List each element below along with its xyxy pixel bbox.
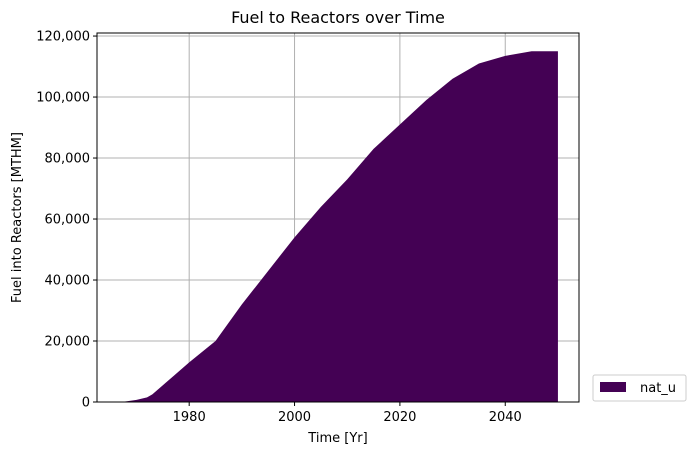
y-tick-label: 120,000 <box>36 30 90 45</box>
legend-swatch-nat-u <box>600 382 626 392</box>
legend-box <box>592 374 687 402</box>
y-tick-label: 60,000 <box>45 213 91 228</box>
y-tick-label: 0 <box>82 396 90 411</box>
y-axis-label: Fuel into Reactors [MTHM] <box>10 132 25 303</box>
series-area-nat-u <box>120 51 558 403</box>
y-tick-label: 40,000 <box>45 274 91 289</box>
y-tick-label: 100,000 <box>36 91 90 106</box>
plot-frame <box>96 32 580 403</box>
x-tick-label: 2020 <box>383 410 416 425</box>
x-axis: 1980 2000 2020 2040 <box>173 402 522 425</box>
x-tick-label: 1980 <box>173 410 206 425</box>
legend-label-nat-u: nat_u <box>640 381 676 396</box>
chart-title: Fuel to Reactors over Time <box>231 8 445 27</box>
x-axis-label: Time [Yr] <box>307 431 367 446</box>
legend: nat_u <box>592 374 687 402</box>
y-axis: 0 20,000 40,000 60,000 80,000 100,000 120,000 <box>36 30 97 411</box>
y-tick-label: 20,000 <box>45 335 91 350</box>
x-tick-label: 2040 <box>489 410 522 425</box>
y-tick-label: 80,000 <box>45 152 91 167</box>
x-tick-label: 2000 <box>278 410 311 425</box>
